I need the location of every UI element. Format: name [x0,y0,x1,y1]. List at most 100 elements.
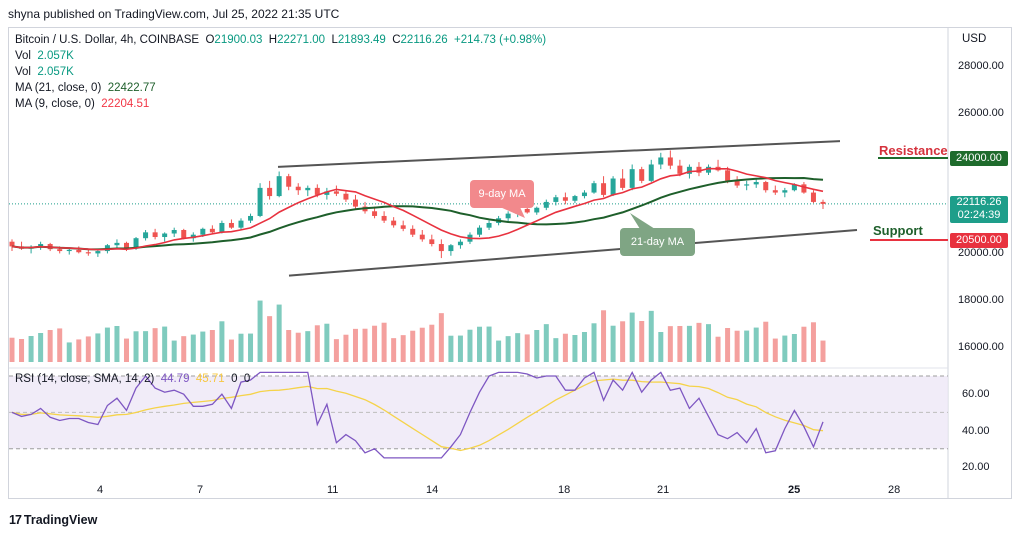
volume-bar [763,321,769,362]
candle-body [219,222,225,233]
volume-bar [686,325,692,362]
change-value: +214.73 (+0.98%) [454,34,547,46]
volume-bar [553,338,559,362]
ma21-legend[interactable]: MA (21, close, 0) 22422.77 [15,80,156,96]
volume-bar [410,330,416,362]
candle-body [295,186,301,191]
volume-bar [162,326,168,362]
candle-body [744,184,750,186]
vol-legend-1[interactable]: Vol 2.057K [15,48,74,64]
rsi-extra-2: 0 [243,373,251,385]
vol-legend-2[interactable]: Vol 2.057K [15,64,74,80]
rsi-tick: 20.00 [962,461,990,473]
candle-body [57,249,63,252]
volume-bar [114,326,120,362]
volume-bar [343,334,349,362]
volume-bar [171,340,177,362]
symbol-legend[interactable]: Bitcoin / U.S. Dollar, 4h, COINBASE O219… [15,32,546,48]
vol-label-2: Vol [15,66,31,78]
rsi-legend[interactable]: RSI (14, close, SMA, 14, 2) 44.79 45.71 … [15,373,250,385]
volume-bar [76,339,82,362]
rsi-extra-1: 0 [231,373,238,385]
candle-body [610,178,616,195]
low-label: L [331,34,338,46]
price-tick: 28000.00 [958,60,1004,72]
rsi-value: 44.79 [160,373,190,385]
candle-body [601,183,607,195]
candle-body [324,191,330,195]
volume-bar [677,326,683,362]
date-tick: 21 [657,484,670,496]
candle-body [286,176,292,187]
volume-bar [725,328,731,362]
candle-body [391,220,397,226]
volume-bar [791,334,797,362]
candle-body [429,239,435,245]
candle-body [438,244,444,252]
volume-bar [238,333,244,362]
candle-body [343,193,349,200]
price-tick: 20000.00 [958,247,1004,259]
volume-bar [467,329,473,362]
candle-body [648,164,654,181]
date-tick: 4 [97,484,104,496]
rsi-line [11,370,824,459]
candle-body [553,197,559,202]
volume-bar [57,328,63,362]
volume-bar [438,313,444,362]
candle-body [85,252,91,254]
candle-body [400,225,406,229]
volume-bar [381,322,387,362]
volume-bar [152,328,158,362]
current-price: 22116.26 [956,196,1002,208]
candle-body [620,178,626,188]
candle-body [238,220,244,228]
support-label: Support [873,223,923,238]
candle-body [686,166,692,174]
candle-body [114,242,120,246]
volume-bar [753,327,759,362]
candle-body [76,249,82,253]
close-label: C [392,34,401,46]
candle-body [276,176,282,197]
volume-bar [667,326,673,362]
candle-body [333,191,339,194]
volume-bar [429,324,435,362]
channel-upper-line [277,140,841,168]
volume-bar [85,336,91,362]
candle-body [209,228,215,233]
ma9-label: MA (9, close, 0) [15,98,95,110]
tradingview-logo[interactable]: 17 TradingView [9,513,97,527]
rsi-label: RSI (14, close, SMA, 14, 2) [15,373,155,385]
chart-frame [8,27,1012,499]
volume-bar [591,323,597,362]
volume-bar [267,316,273,362]
volume-bar [38,333,44,362]
candle-body [782,190,788,193]
candle-body [152,232,158,238]
volume-bar [601,310,607,362]
volume-bar [620,321,626,362]
published-by: shyna published on TradingView.com, Jul … [8,7,340,21]
candle-body [763,182,769,191]
ma21-label: MA (21, close, 0) [15,82,102,94]
open-value: 21900.03 [214,34,263,46]
volume-bar [400,335,406,362]
volume-bar [95,333,101,362]
volume-bar [810,322,816,362]
volume-bar [562,333,568,362]
candle-body [123,242,129,249]
candle-body [248,215,254,221]
rsi-sma-value: 45.71 [195,373,225,385]
volume-bar [209,330,215,362]
candle-body [228,222,234,228]
current-price-tag: 22116.26 02:24:39 [950,196,1008,223]
volume-bar [9,337,15,362]
candle-body [543,201,549,208]
candle-body [190,234,196,239]
candle-body [505,213,511,219]
ma9-legend[interactable]: MA (9, close, 0) 22204.51 [15,96,149,112]
candle-body [810,192,816,202]
candle-body [820,201,826,204]
